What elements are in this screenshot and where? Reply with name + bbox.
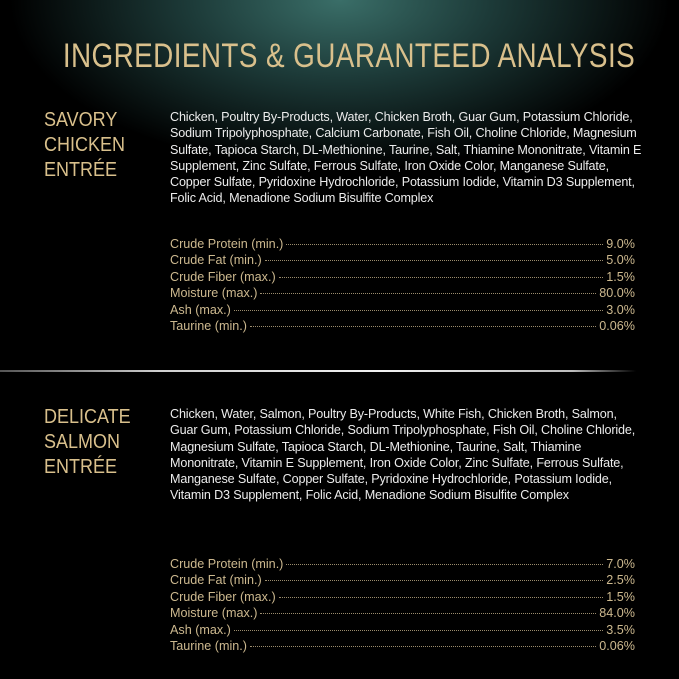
analysis-row: Crude Fat (min.) 2.5% — [170, 572, 635, 588]
label-line: ENTRÉE — [44, 159, 118, 181]
analysis-row: Moisture (max.) 80.0% — [170, 285, 635, 301]
page-title-text: INGREDIENTS & GUARANTEED ANALYSIS — [62, 37, 636, 75]
dot-leader — [278, 276, 604, 278]
dot-leader — [264, 580, 604, 582]
nutrient-value: 9.0% — [606, 237, 635, 251]
nutrient-value: 3.0% — [606, 302, 635, 317]
section-label-chicken: SAVORY CHICKEN ENTRÉE — [44, 108, 164, 183]
label-line: CHICKEN — [44, 134, 126, 156]
dot-leader — [233, 309, 604, 311]
label-line: ENTRÉE — [44, 456, 118, 478]
label-line: DELICATE — [44, 406, 131, 428]
dot-leader — [260, 293, 597, 295]
analysis-row: Moisture (max.) 84.0% — [170, 605, 635, 621]
nutrient-value: 80.0% — [599, 286, 635, 301]
analysis-row: Crude Fiber (max.) 1.5% — [170, 269, 635, 285]
nutrient-name: Crude Fiber (max.) — [170, 269, 276, 284]
nutrient-value: 1.5% — [606, 589, 635, 604]
nutrient-value: 3.5% — [606, 622, 635, 637]
nutrient-name: Ash (max.) — [170, 622, 231, 637]
analysis-row: Crude Protein (min.) 9.0% — [170, 236, 635, 252]
dot-leader — [260, 613, 597, 615]
section-divider — [0, 370, 636, 372]
dot-leader — [233, 629, 604, 631]
nutrient-value: 84.0% — [599, 606, 635, 621]
analysis-row: Crude Protein (min.) 7.0% — [170, 556, 635, 572]
nutrient-name: Taurine (min.) — [170, 318, 247, 333]
analysis-row: Taurine (min.) 0.06% — [170, 638, 635, 654]
dot-leader — [278, 596, 604, 598]
analysis-salmon: Crude Protein (min.) 7.0% Crude Fat (min.… — [170, 556, 635, 654]
nutrient-value: 0.06% — [599, 638, 635, 653]
ingredients-chicken: Chicken, Poultry By-Products, Water, Chi… — [170, 110, 642, 206]
nutrient-name: Crude Protein (min.) — [170, 237, 284, 251]
ingredients-salmon: Chicken, Water, Salmon, Poultry By-Produ… — [170, 407, 636, 503]
dot-leader — [286, 564, 604, 565]
analysis-row: Ash (max.) 3.5% — [170, 622, 635, 638]
analysis-row: Crude Fiber (max.) 1.5% — [170, 589, 635, 605]
nutrient-value: 5.0% — [606, 253, 635, 268]
nutrient-name: Ash (max.) — [170, 302, 231, 317]
nutrient-value: 7.0% — [606, 557, 635, 571]
page-title: INGREDIENTS & GUARANTEED ANALYSIS — [0, 37, 679, 76]
nutrient-name: Taurine (min.) — [170, 638, 247, 653]
analysis-row: Ash (max.) 3.0% — [170, 302, 635, 318]
nutrient-value: 0.06% — [599, 318, 635, 333]
label-line: SAVORY — [44, 109, 118, 131]
nutrient-name: Crude Fat (min.) — [170, 573, 262, 588]
dot-leader — [286, 244, 604, 245]
dot-leader — [249, 325, 597, 327]
analysis-row: Crude Fat (min.) 5.0% — [170, 252, 635, 268]
nutrient-name: Crude Fat (min.) — [170, 253, 262, 268]
analysis-chicken: Crude Protein (min.) 9.0% Crude Fat (min.… — [170, 236, 635, 334]
nutrient-name: Crude Fiber (max.) — [170, 589, 276, 604]
dot-leader — [249, 645, 597, 647]
section-label-salmon: DELICATE SALMON ENTRÉE — [44, 405, 164, 480]
nutrient-name: Moisture (max.) — [170, 606, 258, 621]
analysis-row: Taurine (min.) 0.06% — [170, 318, 635, 334]
nutrient-name: Crude Protein (min.) — [170, 557, 284, 571]
label-line: SALMON — [44, 431, 121, 453]
nutrient-value: 2.5% — [606, 573, 635, 588]
nutrient-value: 1.5% — [606, 269, 635, 284]
dot-leader — [264, 260, 604, 262]
nutrient-name: Moisture (max.) — [170, 286, 258, 301]
